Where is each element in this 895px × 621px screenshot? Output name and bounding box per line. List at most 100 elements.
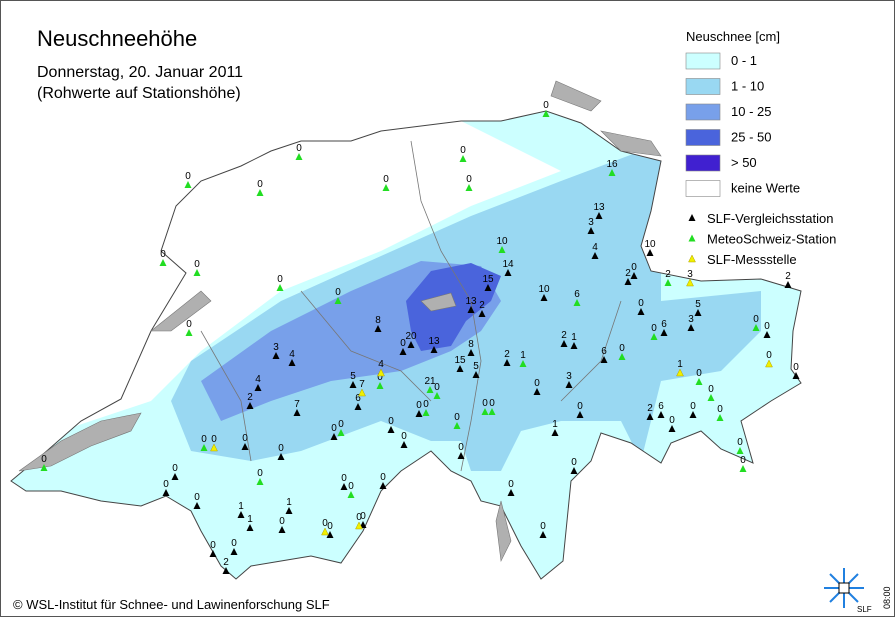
station-value: 0	[279, 516, 285, 527]
station-value: 0	[400, 338, 406, 349]
legend-marker	[688, 214, 696, 221]
legend-label: 0 - 1	[731, 53, 757, 68]
station-value: 0	[482, 398, 488, 409]
station-value: 0	[356, 512, 362, 523]
station-marker	[185, 329, 193, 336]
station-value: 1	[520, 350, 526, 361]
station-value: 16	[606, 159, 618, 170]
station-marker	[295, 153, 303, 160]
station-value: 0	[185, 171, 191, 182]
station-value: 3	[688, 314, 694, 325]
station-value: 3	[588, 217, 594, 228]
station-marker	[540, 294, 548, 301]
station-marker	[664, 279, 672, 286]
station-value: 6	[601, 346, 607, 357]
station-marker	[193, 502, 201, 509]
legend-label: 1 - 10	[731, 79, 764, 94]
station-value: 0	[766, 350, 772, 361]
station-marker	[660, 329, 668, 336]
station-marker	[646, 413, 654, 420]
station-value: 14	[502, 259, 514, 270]
station-value: 0	[708, 384, 714, 395]
station-value: 0	[540, 521, 546, 532]
station-marker	[481, 408, 489, 415]
station-marker	[433, 392, 441, 399]
station-marker	[340, 483, 348, 490]
station-value: 0	[638, 298, 644, 309]
station-marker	[595, 212, 603, 219]
title: Neuschneehöhe	[37, 26, 197, 51]
station-marker	[399, 348, 407, 355]
station-marker	[488, 408, 496, 415]
station-marker	[456, 365, 464, 372]
station-value: 4	[592, 242, 598, 253]
station-value: 0	[231, 538, 237, 549]
station-value: 0	[201, 434, 207, 445]
station-marker	[426, 386, 434, 393]
station-marker	[321, 527, 329, 536]
station-value: 0	[331, 423, 337, 434]
station-marker	[687, 324, 695, 331]
station-marker	[784, 281, 792, 288]
station-value: 0	[690, 401, 696, 412]
station-marker	[576, 411, 584, 418]
station-marker	[695, 378, 703, 385]
zone-25-50	[406, 263, 501, 351]
station-marker	[349, 381, 357, 388]
legend-marker	[688, 234, 696, 242]
station-value: 0	[327, 521, 333, 532]
station-marker	[533, 388, 541, 395]
station-value: 0	[257, 468, 263, 479]
station-marker	[354, 403, 362, 410]
station-value: 0	[454, 412, 460, 423]
station-value: 0	[696, 368, 702, 379]
station-value: 0	[277, 274, 283, 285]
station-marker	[465, 184, 473, 191]
station-value: 0	[423, 399, 429, 410]
station-value: 0	[571, 457, 577, 468]
station-value: 1	[286, 497, 292, 508]
station-marker	[277, 453, 285, 460]
legend-swatch	[685, 129, 721, 146]
station-marker	[40, 464, 48, 471]
station-marker	[618, 353, 626, 360]
station-value: 3	[273, 342, 279, 353]
legend-label: 10 - 25	[731, 104, 771, 119]
station-value: 21	[424, 376, 436, 387]
station-marker	[293, 409, 301, 416]
station-marker	[478, 310, 486, 317]
station-marker	[272, 352, 280, 359]
station-value: 10	[644, 239, 656, 250]
station-value: 0	[466, 174, 472, 185]
station-value: 1	[552, 419, 558, 430]
station-value: 10	[538, 284, 550, 295]
station-value: 7	[359, 379, 365, 390]
station-value: 0	[41, 454, 47, 465]
copyright: © WSL-Institut für Schnee- und Lawinenfo…	[13, 597, 330, 612]
legend: 0 - 1 1 - 10 10 - 25 25 - 50 > 50 keine Werte…	[685, 52, 836, 267]
station-value: 0	[163, 479, 169, 490]
station-value: 0	[257, 179, 263, 190]
station-marker	[358, 388, 366, 397]
station-value: 15	[454, 355, 466, 366]
station-value: 6	[355, 393, 361, 404]
station-marker	[646, 249, 654, 256]
station-marker	[278, 526, 286, 533]
station-value: 3	[687, 269, 693, 280]
station-value: 6	[661, 319, 667, 330]
station-marker	[159, 259, 167, 266]
station-value: 0	[341, 473, 347, 484]
station-marker	[504, 269, 512, 276]
station-value: 2	[665, 269, 671, 280]
station-marker	[792, 372, 800, 379]
legend-marker	[688, 254, 696, 263]
station-marker	[565, 381, 573, 388]
station-value: 0	[543, 100, 549, 111]
station-marker	[484, 284, 492, 291]
station-value: 0	[737, 437, 743, 448]
legend-swatch	[685, 154, 721, 172]
legend-label: SLF-Messstelle	[707, 252, 797, 267]
station-marker	[560, 340, 568, 347]
station-marker	[498, 246, 506, 253]
